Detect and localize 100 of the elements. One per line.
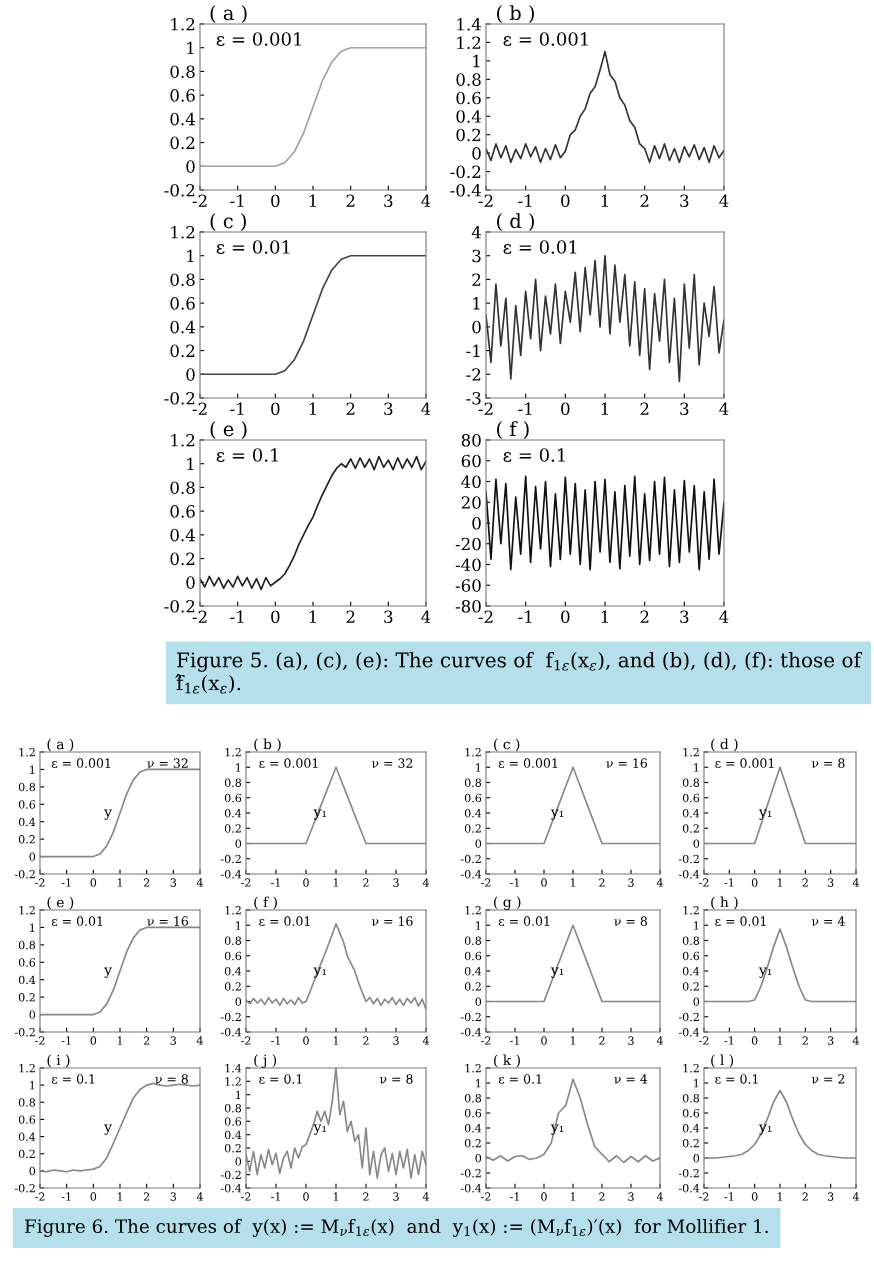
y-tick-label: 0.6 [170, 297, 195, 310]
y-tick-label: 3 [472, 249, 481, 263]
y-tick-label: 4 [471, 225, 481, 239]
line-series [704, 1089, 856, 1159]
x-tick-label: 1 [601, 610, 608, 623]
x-tick-label: 4 [421, 610, 431, 623]
x-tick-label: 4 [421, 402, 431, 415]
y-tick-label: 80 [461, 433, 481, 447]
chart-title: ( f ) [497, 421, 529, 439]
y-tick-label: 0.6 [456, 91, 481, 105]
y-tick-label: 40 [461, 475, 481, 489]
y-tick-label: 0.4 [170, 528, 195, 542]
x-tick-label: 3 [384, 402, 393, 416]
x-tick-label: -1 [518, 610, 532, 623]
y-tick-label: 0 [186, 576, 195, 589]
y-tick-label: 0.8 [170, 273, 195, 286]
y-tick-label: 1.2 [171, 433, 195, 447]
x-tick-label: 2 [346, 402, 355, 415]
x-tick-label: 1 [309, 402, 316, 415]
y-tick-label: 0.2 [170, 344, 195, 358]
y-tick-label: 0.6 [170, 505, 195, 518]
line-series [486, 1078, 660, 1164]
line-series [486, 766, 660, 845]
line-series [486, 50, 724, 164]
y-tick-label: -1 [466, 344, 480, 357]
x-tick-label: 2 [640, 402, 649, 415]
x-tick-label: 1 [309, 194, 316, 207]
y-tick-label: -3 [466, 391, 481, 405]
line-series [200, 254, 426, 376]
line-series [486, 254, 724, 383]
y-tick-label: -0.2 [164, 599, 195, 613]
y-tick-label: -0.2 [164, 183, 195, 197]
y-tick-label: 1.2 [171, 17, 195, 31]
x-tick-label: 0 [271, 610, 280, 624]
annotation: ε = 0.1 [503, 448, 565, 462]
x-tick-label: 0 [561, 402, 570, 416]
x-tick-label: 4 [719, 402, 729, 415]
x-tick-label: 1 [601, 194, 608, 207]
chart-title: ( d ) [497, 213, 534, 231]
y-tick-label: 0.2 [170, 136, 195, 150]
x-tick-label: 1 [601, 402, 608, 415]
y-tick-label: 0.6 [170, 89, 195, 102]
x-tick-label: 0 [271, 402, 280, 416]
x-tick-label: -1 [518, 194, 532, 207]
y-tick-label: 0.8 [170, 481, 195, 494]
y-tick-label: 0.2 [170, 552, 195, 566]
y-tick-label: 0.4 [456, 110, 481, 123]
x-tick-label: 4 [719, 194, 729, 207]
line-series [704, 928, 856, 1003]
x-tick-label: 4 [719, 610, 729, 623]
y-tick-label: 0.4 [170, 320, 195, 334]
y-tick-label: 60 [461, 454, 481, 468]
y-tick-label: 2 [472, 273, 481, 286]
line-series [40, 926, 200, 1016]
x-tick-label: 2 [640, 194, 649, 207]
x-tick-label: 0 [271, 194, 280, 208]
x-tick-label: 3 [384, 194, 393, 208]
y-tick-label: -0.2 [450, 165, 481, 179]
x-tick-label: 3 [384, 610, 393, 624]
y-tick-label: 0.4 [170, 112, 195, 126]
text: Figure 5. (a), (c), (e): The curves of f$_{1ε}$(x$_{ε}$), and (b), (d), (f): those of f̂$_{1ε}$(x$_{ε}$). [175, 652, 863, 694]
y-tick-label: -0.4 [450, 183, 481, 197]
line-series [40, 768, 200, 858]
y-tick-label: 0.2 [456, 128, 481, 142]
y-tick-label: -60 [455, 579, 481, 592]
y-tick-label: -2 [466, 368, 481, 381]
x-tick-label: 4 [421, 194, 431, 207]
y-tick-label: -80 [455, 599, 481, 613]
chart-title: ( e ) [210, 421, 247, 439]
x-tick-label: 2 [346, 194, 355, 207]
x-tick-label: 0 [561, 610, 570, 624]
x-tick-label: 0 [561, 194, 570, 208]
y-tick-label: 0 [186, 368, 195, 381]
annotation: ε = 0.001 [216, 32, 301, 46]
x-tick-label: -1 [518, 402, 532, 415]
y-tick-label: 1.2 [171, 225, 195, 239]
y-tick-label: 0.8 [170, 65, 195, 78]
line-series [40, 1082, 200, 1173]
y-tick-label: 1 [187, 249, 194, 263]
chart-title: ( a ) [210, 5, 247, 23]
annotation: ε = 0.1 [216, 448, 278, 462]
chart-title: ( b ) [497, 5, 534, 23]
y-tick-label: 1 [187, 457, 194, 471]
y-tick-label: -0.2 [164, 391, 195, 405]
annotation: ε = 0.01 [216, 240, 290, 254]
line-series [246, 922, 426, 1010]
y-tick-label: -40 [455, 558, 481, 572]
x-tick-label: 2 [346, 610, 355, 623]
y-tick-label: 1 [187, 41, 194, 55]
y-tick-label: 1 [473, 54, 480, 68]
y-tick-label: 20 [461, 496, 481, 509]
chart-title: ( c ) [210, 213, 246, 231]
text: Figure 6. The curves of y(x) := M$_{ν}$f$_{1ε}$(x) and y$_{1}$(x) := (M$_{ν}$f$_{1ε}$)′(x) for Mollifier 1. [25, 1218, 768, 1237]
x-tick-label: 2 [640, 610, 649, 623]
line-series [486, 924, 660, 1003]
y-tick-label: 0.8 [456, 73, 481, 86]
y-tick-label: 0 [472, 320, 481, 334]
y-tick-label: 1.2 [457, 36, 481, 50]
x-tick-label: 1 [309, 610, 316, 623]
y-tick-label: 1 [473, 297, 480, 310]
